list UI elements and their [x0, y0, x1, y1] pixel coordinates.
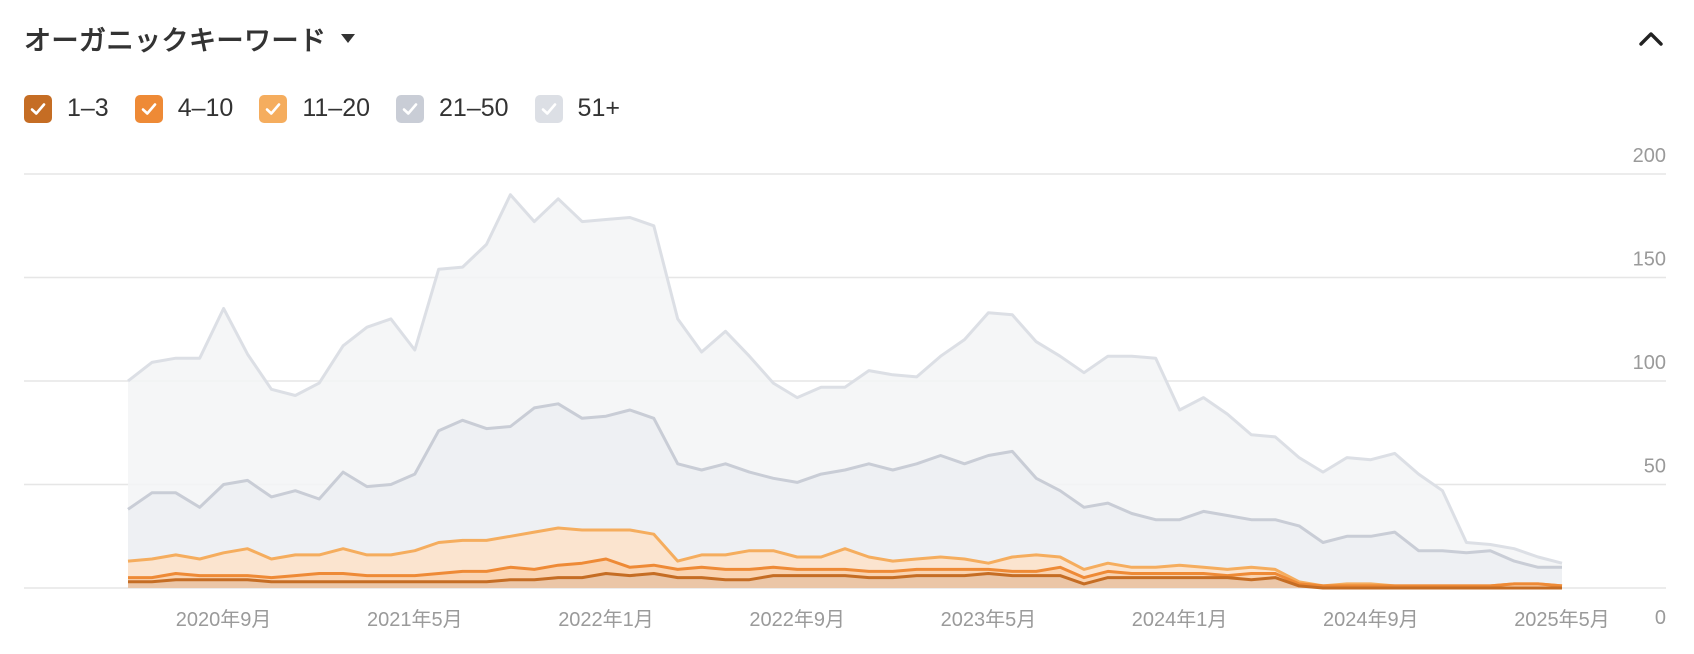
check-icon[interactable]	[534, 94, 563, 123]
legend-item-1-3[interactable]: 1–3	[24, 94, 109, 123]
legend-item-11-20[interactable]: 11–20	[259, 94, 370, 123]
chart-title: オーガニックキーワード	[24, 25, 327, 57]
chevron-up-icon[interactable]	[1636, 24, 1666, 54]
caret-down-icon[interactable]	[340, 33, 355, 43]
x-tick-label: 2021年5月	[367, 608, 463, 631]
x-tick-label: 2024年1月	[1132, 608, 1228, 631]
x-tick-label: 2022年9月	[749, 608, 845, 631]
legend-label: 1–3	[67, 94, 109, 122]
series-line-1–3	[128, 572, 1562, 590]
legend-label: 51+	[577, 94, 620, 122]
check-icon[interactable]	[396, 94, 425, 123]
series-line-4–10	[128, 557, 1563, 588]
legend-label: 11–20	[302, 94, 371, 122]
y-tick-label: 50	[1644, 456, 1666, 478]
y-tick-label: 0	[1655, 607, 1666, 629]
x-tick-label: 2025年5月	[1514, 608, 1610, 631]
legend-item-21-50[interactable]: 21–50	[396, 94, 509, 123]
y-tick-label: 100	[1633, 352, 1666, 374]
check-icon[interactable]	[259, 94, 288, 123]
chart-header: オーガニックキーワード	[24, 18, 355, 58]
series-area-1–3	[128, 573, 1562, 588]
legend-item-51-plus[interactable]: 51+	[534, 94, 620, 123]
x-tick-label: 2024年9月	[1323, 608, 1419, 631]
legend-label: 21–50	[439, 94, 509, 122]
y-tick-label: 150	[1633, 249, 1666, 271]
legend-item-4-10[interactable]: 4–10	[134, 94, 234, 123]
y-tick-label: 200	[1633, 145, 1666, 167]
legend-label: 4–10	[177, 94, 234, 122]
x-tick-label: 2022年1月	[558, 608, 654, 631]
check-icon[interactable]	[24, 94, 52, 123]
series-line-51+	[127, 193, 1563, 565]
legend: 1–3 4–10 11–20 21–50 51+	[24, 94, 646, 123]
x-tick-label: 2020年9月	[176, 608, 272, 631]
series-line-21–50	[127, 402, 1562, 569]
check-icon[interactable]	[134, 94, 163, 123]
x-tick-label: 2023年5月	[941, 608, 1037, 631]
